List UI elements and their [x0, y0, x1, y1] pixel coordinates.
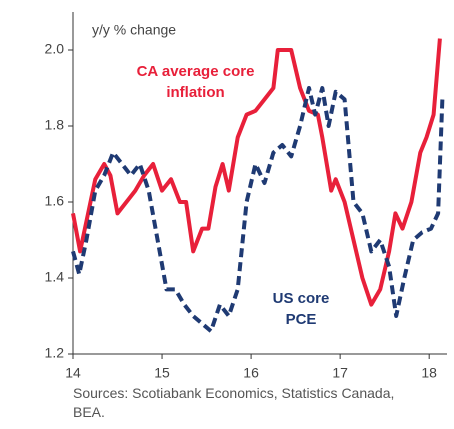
y-axis-label: y/y % change — [92, 22, 176, 38]
y-tick-label: 1.8 — [45, 117, 65, 133]
y-tick-label: 2.0 — [45, 41, 65, 57]
x-tick-label: 18 — [421, 365, 437, 380]
x-tick-label: 16 — [243, 365, 259, 380]
series-line — [71, 86, 445, 334]
y-tick-label: 1.4 — [45, 269, 65, 285]
y-tick-label: 1.2 — [45, 345, 65, 361]
source-note: Sources: Scotiabank Economics, Statistic… — [73, 385, 395, 420]
chart: y/y % change 1.2 1.4 1.6 1.8 2.0 14 15 16 17 18 — [45, 12, 447, 380]
x-tick-label: 15 — [154, 365, 170, 380]
y-tick-label: 1.6 — [45, 193, 65, 209]
x-tick-label: 14 — [65, 365, 81, 380]
series-label: US core PCE — [272, 290, 330, 328]
x-tick-label: 17 — [332, 365, 348, 380]
series-line — [71, 38, 442, 307]
series-label: CA average core inflation — [136, 63, 255, 101]
